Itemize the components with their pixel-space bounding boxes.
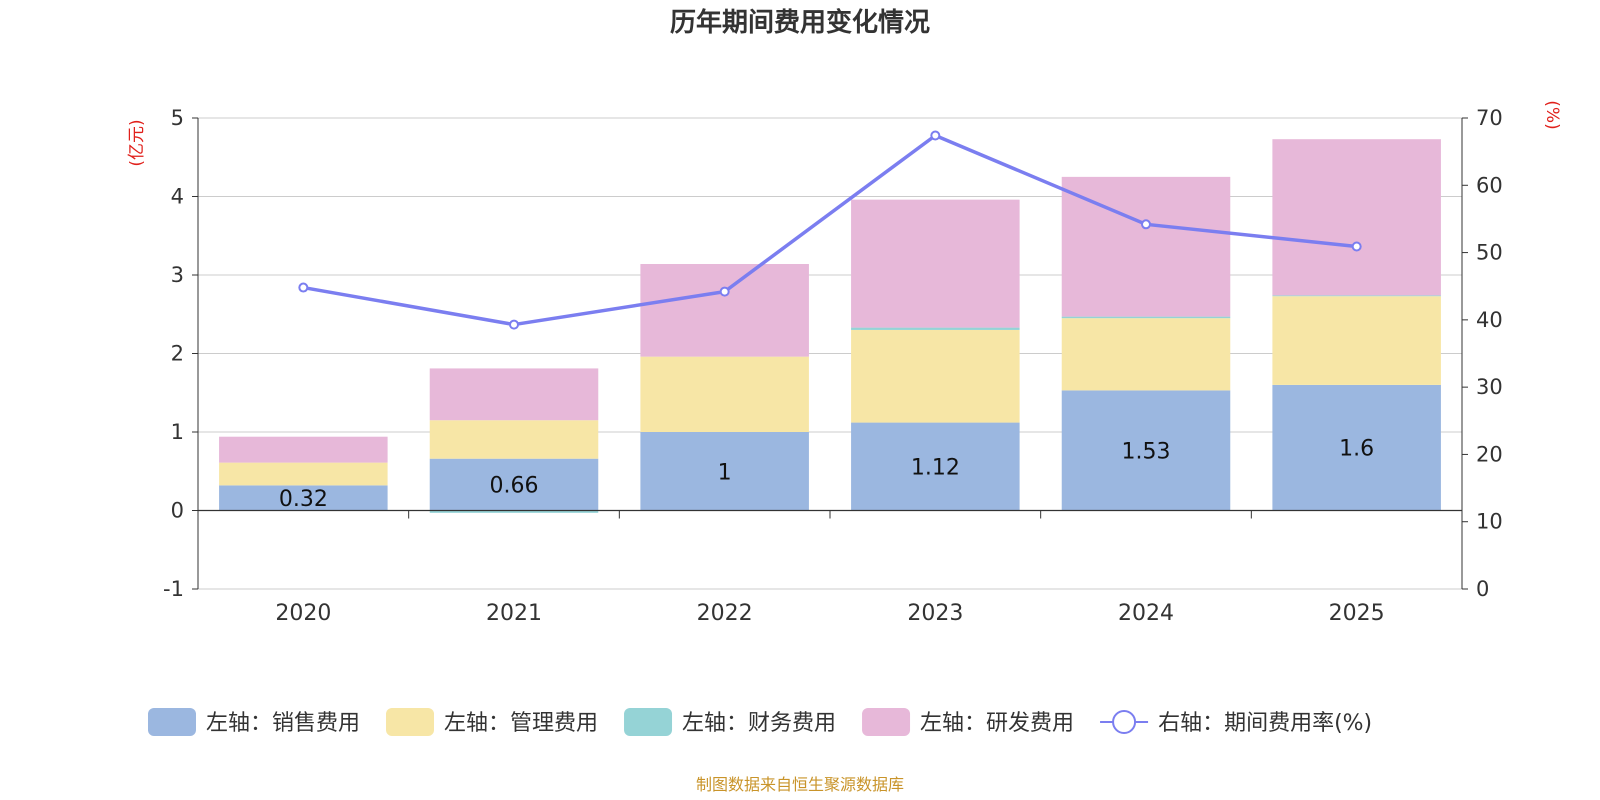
- left-axis-tick-label: 1: [171, 420, 184, 444]
- right-axis-tick-label: 40: [1476, 308, 1503, 332]
- legend-marker: [1112, 710, 1137, 734]
- bar-segment: [1061, 318, 1231, 391]
- legend-swatch: [148, 708, 196, 736]
- data-labels: 0.32 0.66 1 1.12 1.53 1.6: [279, 437, 1374, 512]
- bar-segment: [1061, 390, 1231, 511]
- rate-line-point: [930, 130, 941, 141]
- bars: [219, 139, 1441, 513]
- right-axis-tick-label: 50: [1476, 241, 1503, 265]
- bar-data-label: 1: [718, 460, 732, 485]
- bar-segment: [429, 458, 599, 511]
- bar-data-label: 1.53: [1122, 439, 1171, 464]
- bar-segment: [851, 329, 1020, 423]
- left-axis-tick-label: 0: [171, 499, 184, 523]
- x-axis-tick-label: 2022: [697, 601, 753, 626]
- x-axis-tick-label: 2025: [1329, 601, 1385, 626]
- source-note: 制图数据来自恒生聚源数据库: [696, 775, 904, 794]
- bar-segment: [1272, 139, 1441, 296]
- right-axis-tick-label: 30: [1476, 375, 1503, 399]
- chart-title: 历年期间费用变化情况: [670, 7, 930, 38]
- right-axis-tick-label: 20: [1476, 442, 1503, 466]
- legend-label: 左轴：销售费用: [206, 711, 360, 736]
- legend: 左轴：销售费用 左轴：管理费用 左轴：财务费用 左轴：研发费用 右轴：期间费用率(%): [148, 708, 1372, 736]
- bar-data-label: 1.12: [911, 456, 960, 481]
- x-axis-tick-label: 2024: [1118, 601, 1174, 626]
- legend-swatch: [862, 708, 911, 736]
- bar-data-label: 0.66: [490, 474, 539, 499]
- bar-segment: [851, 327, 1020, 330]
- bar-segment: [640, 432, 809, 511]
- bar-segment: [1272, 296, 1441, 385]
- legend-label: 左轴：财务费用: [682, 711, 836, 736]
- right-axis-tick-label: 0: [1476, 577, 1489, 601]
- legend-label: 右轴：期间费用率(%): [1158, 711, 1372, 736]
- bar-segment: [1061, 316, 1231, 319]
- rate-line-point: [1141, 219, 1151, 230]
- bar-data-label: 0.32: [279, 487, 328, 512]
- bar-segment: [1272, 295, 1441, 297]
- legend-label: 左轴：研发费用: [920, 711, 1074, 736]
- rate-line-point: [719, 286, 730, 297]
- left-axis-tick-label: -1: [163, 577, 184, 601]
- bar-segment: [429, 510, 599, 513]
- rate-line-point: [509, 319, 519, 330]
- right-axis-tick-label: 10: [1476, 510, 1503, 534]
- rate-line: [298, 130, 1362, 330]
- left-axis-tick-label: 3: [171, 263, 184, 287]
- legend-label: 左轴：管理费用: [444, 711, 598, 736]
- right-axis-tick-label: 70: [1476, 106, 1503, 130]
- rate-line-point: [298, 282, 309, 293]
- left-axis-unit: (亿元): [127, 119, 147, 166]
- right-axis-tick-label: 60: [1476, 173, 1503, 197]
- bar-segment: [1272, 384, 1441, 511]
- legend-swatch: [624, 708, 673, 736]
- legend-swatch: [386, 708, 435, 736]
- bar-data-label: 1.6: [1339, 437, 1374, 462]
- bar-segment: [851, 199, 1020, 328]
- left-axis-tick-label: 5: [171, 106, 184, 130]
- rate-line-path: [303, 133, 1357, 327]
- bar-segment: [429, 368, 599, 421]
- bar-segment: [851, 422, 1020, 511]
- right-axis-unit: (%): [1542, 100, 1562, 129]
- bar-segment: [219, 436, 388, 463]
- bar-segment: [429, 420, 599, 459]
- rate-line-point: [1351, 241, 1362, 252]
- bar-segment: [640, 264, 809, 357]
- x-axis-tick-label: 2021: [486, 601, 542, 626]
- x-axis-tick-label: 2023: [907, 601, 963, 626]
- bar-segment: [219, 462, 388, 486]
- left-axis-tick-label: 4: [171, 185, 184, 209]
- x-axis-tick-label: 2020: [275, 601, 331, 626]
- bar-segment: [640, 356, 809, 432]
- bar-segment: [219, 485, 388, 511]
- left-axis-tick-label: 2: [171, 342, 184, 366]
